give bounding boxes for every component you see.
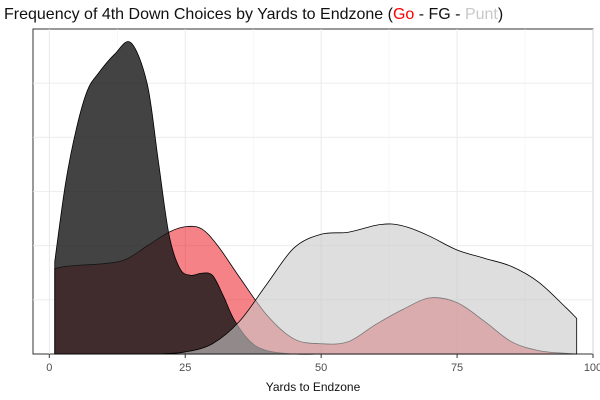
title-fg: FG [428,6,451,23]
x-tick-label: 25 [179,362,191,374]
title-punt: Punt [464,6,498,23]
title-go: Go [392,6,415,23]
x-tick-label: 50 [315,362,327,374]
area-layer [54,41,578,355]
title-suffix: ) [497,6,504,23]
x-tick-label: 0 [46,362,52,374]
title-sep-2: - [450,6,465,23]
chart-title: Frequency of 4th Down Choices by Yards t… [4,6,503,24]
title-prefix: Frequency of 4th Down Choices by Yards t… [4,6,393,23]
x-axis: 0 25 50 75 100 [46,354,600,374]
x-axis-title: Yards to Endzone [266,380,361,394]
x-tick-label: 75 [451,362,463,374]
density-area-punt [158,223,578,355]
x-tick-label: 100 [584,362,600,374]
title-sep-1: - [414,6,429,23]
